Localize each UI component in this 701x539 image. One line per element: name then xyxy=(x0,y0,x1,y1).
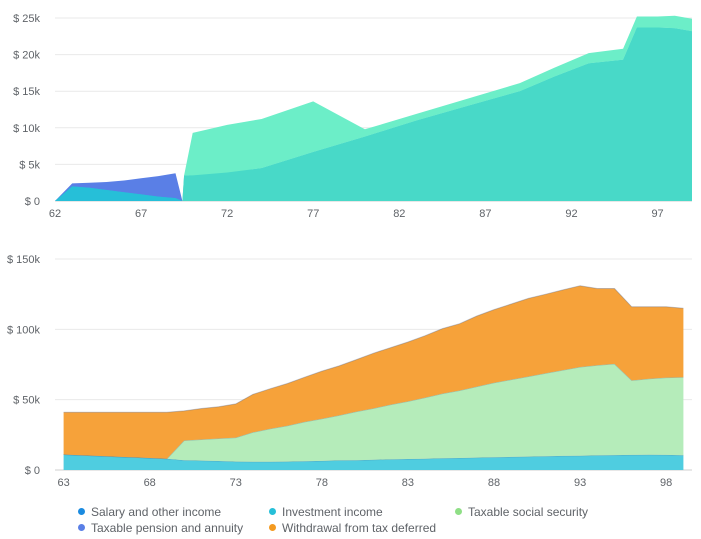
y-tick-label: $ 50k xyxy=(13,395,40,407)
charts: $ 0 $ 5k $ 10k $ 15k $ 20k $ 25k 62 67 72 77 82 87 9… xyxy=(7,13,692,489)
legend-dot-icon xyxy=(78,524,85,531)
area-series-1 xyxy=(63,454,684,470)
legend-label: Taxable social security xyxy=(468,504,589,519)
legend-label: Withdrawal from tax deferred xyxy=(282,520,437,535)
legend-item-tax-deferred[interactable]: Withdrawal from tax deferred xyxy=(269,520,455,535)
x-tick-label: 63 xyxy=(57,477,69,489)
y-tick-label: $ 0 xyxy=(25,196,40,208)
legend-label: Salary and other income xyxy=(91,504,222,519)
x-tick-label: 98 xyxy=(660,477,672,489)
x-tick-label: 93 xyxy=(574,477,586,489)
legend-item-pension[interactable]: Taxable pension and annuity xyxy=(78,520,269,535)
legend-label: Taxable pension and annuity xyxy=(91,520,244,535)
legend-item-salary[interactable]: Salary and other income xyxy=(78,504,269,519)
series-boundary-line xyxy=(63,285,684,413)
y-tick-label: $ 5k xyxy=(19,159,40,171)
y-tick-label: $ 100k xyxy=(7,324,41,336)
y-tick-label: $ 15k xyxy=(13,86,40,98)
area-series-2 xyxy=(55,186,183,201)
chart-2: $ 0 $ 50k $ 100k $ 150k 63 68 73 78 83 88 93 98 xyxy=(7,254,692,489)
area-series-3 xyxy=(182,27,692,201)
x-tick-label: 87 xyxy=(479,208,491,220)
x-tick-label: 78 xyxy=(316,477,328,489)
legend: Salary and other income Investment incom… xyxy=(78,504,638,535)
x-tick-label: 72 xyxy=(221,208,233,220)
x-tick-label: 77 xyxy=(307,208,319,220)
legend-item-investment[interactable]: Investment income xyxy=(269,504,455,519)
y-tick-label: $ 20k xyxy=(13,50,40,62)
x-tick-label: 68 xyxy=(144,477,156,489)
area-series-2 xyxy=(63,363,684,462)
x-tick-label: 83 xyxy=(402,477,414,489)
y-tick-label: $ 150k xyxy=(7,254,41,266)
y-tick-label: $ 10k xyxy=(13,123,40,135)
x-tick-label: 67 xyxy=(135,208,147,220)
x-tick-label: 97 xyxy=(651,208,663,220)
legend-dot-icon xyxy=(269,508,276,515)
x-tick-label: 82 xyxy=(393,208,405,220)
area-series-3 xyxy=(63,285,684,459)
x-tick-label: 92 xyxy=(565,208,577,220)
legend-dot-icon xyxy=(78,508,85,515)
legend-label: Investment income xyxy=(282,504,383,519)
chart-1: $ 0 $ 5k $ 10k $ 15k $ 20k $ 25k 62 67 72 77 82 87 9… xyxy=(13,13,692,220)
x-tick-label: 88 xyxy=(488,477,500,489)
y-tick-label: $ 0 xyxy=(25,465,40,477)
legend-dot-icon xyxy=(455,508,462,515)
x-tick-label: 62 xyxy=(49,208,61,220)
x-tick-label: 73 xyxy=(230,477,242,489)
legend-item-social-security[interactable]: Taxable social security xyxy=(455,504,638,519)
y-tick-label: $ 25k xyxy=(13,13,40,25)
legend-dot-icon xyxy=(269,524,276,531)
area-series-4 xyxy=(182,15,692,201)
